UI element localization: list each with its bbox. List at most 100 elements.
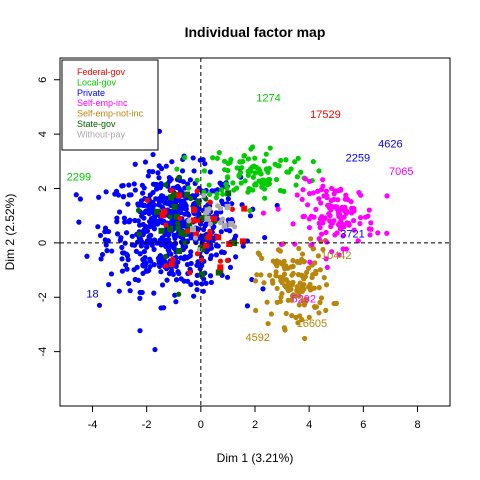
data-point: [228, 221, 235, 228]
data-point: [300, 298, 306, 304]
data-point: [103, 242, 109, 248]
data-point: [225, 175, 231, 181]
data-point: [151, 262, 157, 268]
data-point: [258, 272, 264, 278]
data-point: [273, 273, 279, 279]
data-point: [150, 189, 156, 196]
data-point: [108, 271, 115, 277]
data-point: [247, 213, 254, 219]
data-point: [342, 196, 348, 202]
data-point: [220, 191, 226, 197]
data-point: [254, 272, 260, 278]
data-point: [311, 304, 318, 310]
data-point: [316, 168, 322, 174]
data-point: [334, 204, 340, 210]
data-point: [229, 206, 236, 212]
y-tick-label: -4: [37, 347, 49, 357]
data-point: [365, 213, 371, 219]
data-point: [151, 237, 157, 244]
data-point: [185, 228, 191, 234]
data-point: [190, 217, 197, 224]
data-point: [159, 282, 166, 288]
data-point: [343, 246, 349, 252]
data-point: [189, 226, 196, 233]
data-point: [299, 196, 305, 203]
data-point: [295, 272, 302, 278]
data-point: [181, 198, 187, 204]
data-point: [137, 222, 143, 228]
data-point: [224, 274, 231, 280]
point-label: 4626: [378, 139, 402, 151]
chart-title: Individual factor map: [185, 24, 326, 40]
data-point: [273, 269, 279, 275]
x-tick-label: 6: [360, 419, 366, 431]
data-point: [239, 165, 245, 171]
legend-entry: Federal-gov: [77, 67, 126, 77]
data-point: [267, 145, 273, 151]
data-point: [305, 202, 311, 208]
data-point: [294, 174, 300, 180]
data-point: [121, 215, 127, 221]
data-point: [328, 197, 334, 204]
data-point: [144, 197, 150, 203]
data-point: [357, 220, 363, 227]
data-point: [316, 220, 322, 226]
data-point: [313, 268, 319, 275]
data-point: [207, 221, 213, 227]
data-point: [244, 303, 251, 309]
data-point: [301, 286, 307, 292]
data-point: [367, 232, 373, 238]
data-point: [276, 163, 282, 169]
data-point: [194, 251, 201, 257]
data-point: [200, 192, 207, 199]
data-point: [308, 236, 314, 242]
data-point: [368, 220, 374, 226]
data-point: [207, 228, 213, 234]
data-point: [340, 233, 346, 239]
data-point: [96, 194, 102, 200]
data-point: [307, 259, 313, 265]
data-point: [321, 275, 327, 281]
data-point: [134, 239, 141, 245]
data-point: [159, 204, 165, 210]
data-point: [332, 232, 338, 238]
data-point: [135, 207, 142, 214]
data-point: [200, 288, 206, 294]
data-point: [293, 182, 299, 188]
data-point: [114, 231, 121, 237]
data-point: [126, 182, 132, 188]
data-point: [260, 181, 266, 187]
data-point: [205, 234, 212, 241]
data-point: [351, 227, 357, 233]
data-point: [210, 155, 216, 161]
data-point: [298, 169, 304, 175]
data-point: [307, 281, 313, 288]
data-point: [323, 307, 329, 313]
point-label: 7065: [389, 166, 413, 178]
data-point: [176, 185, 182, 191]
data-point: [296, 302, 302, 308]
data-point: [306, 191, 313, 197]
legend-entry: Without-pay: [77, 129, 126, 139]
data-point: [317, 224, 323, 231]
data-point: [348, 199, 354, 205]
x-tick-label: -4: [88, 419, 98, 431]
data-point: [77, 196, 83, 202]
data-point: [132, 276, 138, 283]
data-point: [274, 258, 280, 264]
data-point: [194, 262, 200, 268]
point-label: 2299: [67, 171, 91, 183]
data-point: [187, 270, 193, 276]
data-point: [99, 251, 106, 258]
data-point: [179, 168, 186, 174]
point-label: 5292: [292, 294, 316, 306]
data-point: [140, 262, 146, 268]
data-point: [305, 265, 312, 271]
data-point: [240, 158, 246, 165]
data-point: [167, 210, 173, 216]
data-point: [324, 195, 330, 201]
data-point: [162, 253, 169, 260]
data-point: [238, 180, 244, 186]
data-point: [155, 170, 161, 176]
